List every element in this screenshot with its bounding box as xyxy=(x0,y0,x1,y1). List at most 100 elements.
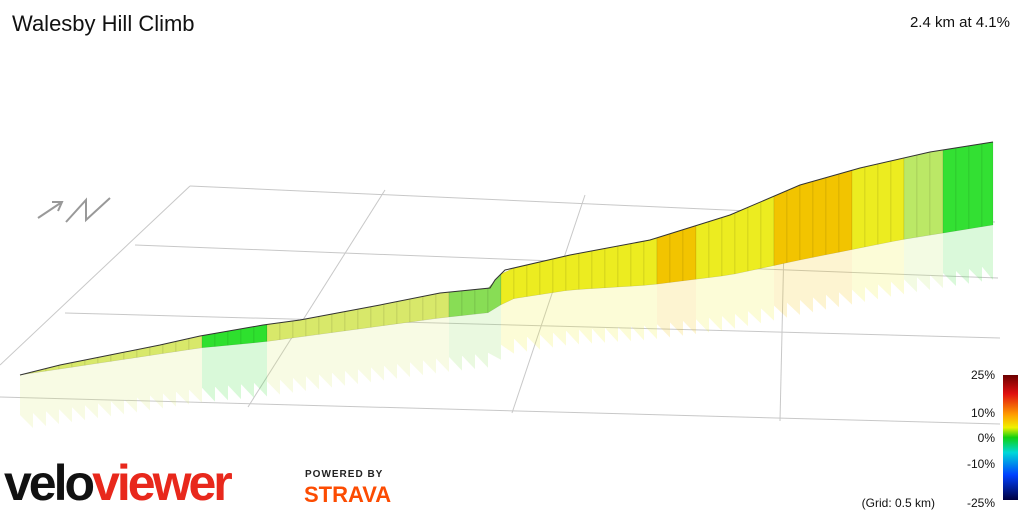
ribbon-segment xyxy=(59,367,72,423)
ribbon-segment xyxy=(747,201,762,272)
powered-by: POWERED BY xyxy=(305,469,383,480)
ribbon-segment xyxy=(943,230,956,286)
ribbon-segment xyxy=(318,313,333,335)
ribbon-segment xyxy=(513,264,528,299)
ribbon-segment xyxy=(475,312,488,368)
ribbon-segment xyxy=(617,243,632,288)
ribbon-segment xyxy=(851,166,866,250)
ribbon-segment xyxy=(176,349,189,405)
ribbon-segment xyxy=(241,342,254,398)
ribbon-segment xyxy=(969,226,982,282)
ribbon-segment xyxy=(657,282,670,338)
summary: 2.4 km at 4.1% xyxy=(910,14,1010,31)
ribbon-segment xyxy=(878,241,891,297)
ribbon-segment xyxy=(501,298,514,354)
ribbon-segment xyxy=(591,248,606,289)
ribbon-segment xyxy=(435,291,450,319)
ribbon-segment xyxy=(448,290,463,318)
ribbon-segment xyxy=(825,173,840,256)
ribbon-segment xyxy=(280,337,293,393)
ribbon-segment xyxy=(916,151,931,238)
ribbon-segment xyxy=(331,311,346,333)
ribbon-segment xyxy=(539,258,554,295)
ribbon-segment xyxy=(553,290,566,346)
ribbon-segment xyxy=(605,287,618,342)
ribbon-segment xyxy=(696,277,709,333)
ribbon-segment xyxy=(669,229,684,283)
gradient-scale xyxy=(1003,375,1018,500)
ribbon-segment xyxy=(98,361,111,417)
ribbon-segment xyxy=(540,292,553,348)
logo-part: velo xyxy=(4,455,94,511)
ribbon-segment xyxy=(357,306,372,330)
ribbon-segment xyxy=(267,339,280,395)
ribbon-segment xyxy=(253,324,268,344)
ribbon-segment xyxy=(488,304,501,360)
ribbon-segment xyxy=(644,284,657,340)
ribbon-segment xyxy=(396,298,411,325)
ribbon-segment xyxy=(604,245,619,289)
ribbon-segment xyxy=(812,177,827,258)
ribbon-segment xyxy=(344,308,359,332)
legend-label: 0% xyxy=(978,431,996,445)
ribbon-segment xyxy=(930,233,943,289)
ribbon-segment xyxy=(735,271,748,327)
legend-label: -10% xyxy=(967,457,995,471)
ribbon-segment xyxy=(436,317,449,373)
ribbon-segment xyxy=(709,276,722,331)
ribbon-segment xyxy=(761,265,774,321)
ribbon-segment xyxy=(189,347,202,403)
ribbon-segment xyxy=(774,262,787,318)
ribbon-segment xyxy=(358,327,371,383)
ribbon-segment xyxy=(618,286,631,342)
ribbon-segment xyxy=(292,318,307,339)
ribbon-segment xyxy=(500,267,515,306)
ribbon-segment xyxy=(371,325,384,381)
ribbon-segment xyxy=(306,334,319,390)
ribbon-segment xyxy=(722,273,735,329)
ribbon-segment xyxy=(526,261,541,297)
ribbon-segment xyxy=(760,195,775,269)
ribbon-segment xyxy=(461,289,476,316)
ribbon-segment xyxy=(514,296,527,352)
ribbon-segment xyxy=(968,143,983,230)
ribbon-segment xyxy=(683,279,696,335)
ribbon-segment xyxy=(630,240,645,287)
legend-label: 10% xyxy=(971,406,995,420)
ribbon-segment xyxy=(929,149,944,236)
ribbon-segment xyxy=(773,190,788,266)
ribbon-segment xyxy=(852,247,865,302)
ribbon-segment xyxy=(266,322,281,342)
ribbon-segment xyxy=(72,365,85,421)
ribbon-segment xyxy=(917,235,930,291)
ribbon-segment xyxy=(527,294,540,350)
ribbon-segment xyxy=(643,237,658,286)
ribbon-segment xyxy=(279,320,294,340)
ribbon-segment xyxy=(462,314,475,370)
ribbon-segment xyxy=(46,369,59,425)
ribbon-segment xyxy=(254,341,267,397)
ribbon-segment xyxy=(566,289,579,345)
ribbon-segment xyxy=(422,293,437,321)
ribbon-segment xyxy=(20,373,33,429)
ribbon-segment xyxy=(423,318,436,374)
ribbon-segment xyxy=(33,371,46,427)
ribbon-segment xyxy=(124,357,137,413)
title: Walesby Hill Climb xyxy=(12,11,195,36)
ribbon-segment xyxy=(787,260,800,315)
ribbon-segment xyxy=(305,316,320,337)
ribbon-segment xyxy=(982,225,993,280)
ribbon-segment xyxy=(240,326,255,345)
ribbon-segment xyxy=(227,328,242,346)
ribbon-segment xyxy=(799,180,814,261)
ribbon-segment xyxy=(670,280,683,336)
ribbon-segment xyxy=(838,169,853,253)
legend-label: -25% xyxy=(967,496,995,510)
ribbon-segment xyxy=(695,221,710,280)
ribbon-segment xyxy=(293,336,306,392)
ribbon-segment xyxy=(111,359,124,415)
ribbon-segment xyxy=(163,351,176,407)
ribbon-segment xyxy=(345,329,358,385)
ribbon-segment xyxy=(578,250,593,290)
